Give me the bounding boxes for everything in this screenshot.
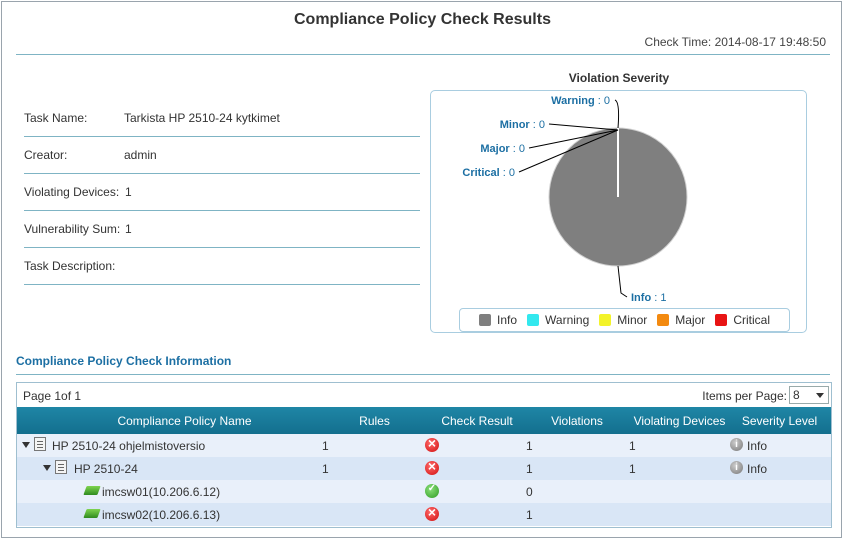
legend-item-minor[interactable]: Minor xyxy=(599,313,647,327)
vulnerability-sum-field: Vulnerability Sum: 1 xyxy=(24,211,420,248)
violations-count: 1 xyxy=(526,462,533,476)
table-row[interactable]: HP 2510-24 ohjelmistoversio 1 1 1 Info xyxy=(17,434,831,457)
legend-item-info[interactable]: Info xyxy=(479,313,517,327)
page-info: Page 1of 1 xyxy=(23,389,82,403)
items-per-page-value: 8 xyxy=(793,388,800,402)
table-header: Compliance Policy Name Rules Check Resul… xyxy=(17,407,831,434)
legend-item-critical[interactable]: Critical xyxy=(715,313,770,327)
creator-label: Creator: xyxy=(24,148,68,162)
device-name: imcsw02(10.206.6.13) xyxy=(102,508,221,522)
column-header-check-result[interactable]: Check Result xyxy=(441,414,513,428)
collapse-arrow-icon[interactable] xyxy=(43,465,51,471)
column-header-name[interactable]: Compliance Policy Name xyxy=(117,414,252,428)
policy-table: Page 1of 1 Items per Page: 8 Compliance … xyxy=(16,382,832,528)
switch-icon xyxy=(83,486,101,495)
pass-icon xyxy=(425,483,439,498)
policy-name: HP 2510-24 xyxy=(74,462,138,476)
severity-level: Info xyxy=(747,439,768,453)
divider xyxy=(16,54,830,55)
legend-label-warning: Warning xyxy=(545,313,590,327)
rules-count: 1 xyxy=(322,439,329,453)
violating-devices-field: Violating Devices: 1 xyxy=(24,174,420,211)
legend-swatch-major xyxy=(657,314,670,326)
switch-icon xyxy=(83,509,101,518)
collapse-arrow-icon[interactable] xyxy=(22,442,30,448)
fail-icon xyxy=(425,504,439,521)
policy-doc-icon xyxy=(34,437,46,451)
violating-devices-count: 1 xyxy=(629,462,636,476)
task-name-field: Task Name: Tarkista HP 2510-24 kytkimet xyxy=(24,100,420,137)
page-title: Compliance Policy Check Results xyxy=(294,11,551,28)
legend-label-info: Info xyxy=(497,313,518,327)
rules-count: 1 xyxy=(322,462,329,476)
policy-doc-icon xyxy=(55,460,67,474)
violations-count: 0 xyxy=(526,485,533,499)
vulnerability-sum-label: Vulnerability Sum: xyxy=(24,222,121,236)
legend-swatch-info xyxy=(479,314,492,326)
table-toolbar: Page 1of 1 Items per Page: 8 xyxy=(17,383,831,407)
legend-label-critical: Critical xyxy=(733,313,770,327)
legend-swatch-warning xyxy=(527,314,540,326)
violations-count: 1 xyxy=(526,508,533,522)
task-name-value: Tarkista HP 2510-24 kytkimet xyxy=(124,111,280,125)
policy-name: HP 2510-24 ohjelmistoversio xyxy=(52,439,206,453)
table-row[interactable]: HP 2510-24 1 1 1 Info xyxy=(17,457,831,480)
column-header-violations[interactable]: Violations xyxy=(551,414,603,428)
violating-devices-value: 1 xyxy=(125,185,132,199)
divider xyxy=(16,374,830,375)
legend-item-warning[interactable]: Warning xyxy=(527,313,589,327)
info-icon xyxy=(730,438,743,451)
check-time-value: 2014-08-17 19:48:50 xyxy=(714,35,826,49)
table-row[interactable]: imcsw01(10.206.6.12) 0 xyxy=(17,480,831,503)
severity-level: Info xyxy=(747,462,768,476)
legend-swatch-minor xyxy=(599,314,612,326)
column-header-rules[interactable]: Rules xyxy=(359,414,390,428)
column-header-violating-devices[interactable]: Violating Devices xyxy=(633,414,726,428)
legend-label-minor: Minor xyxy=(617,313,648,327)
info-icon xyxy=(730,461,743,474)
legend-swatch-critical xyxy=(715,314,728,326)
task-name-label: Task Name: xyxy=(24,111,88,125)
check-time-label: Check Time: xyxy=(644,35,712,49)
fail-icon xyxy=(425,458,439,475)
section-title: Compliance Policy Check Information xyxy=(16,354,232,368)
chart-area xyxy=(430,90,807,333)
legend-item-major[interactable]: Major xyxy=(657,313,705,327)
items-per-page-select[interactable]: 8 xyxy=(789,386,829,404)
device-name: imcsw01(10.206.6.12) xyxy=(102,485,221,499)
check-time: Check Time: 2014-08-17 19:48:50 xyxy=(645,35,826,49)
items-per-page-label: Items per Page: xyxy=(702,389,787,403)
task-description-label: Task Description: xyxy=(24,259,116,273)
table-row[interactable]: imcsw02(10.206.6.13) 1 xyxy=(17,503,831,526)
violating-devices-count: 1 xyxy=(629,439,636,453)
fail-icon xyxy=(425,435,439,452)
chart-title: Violation Severity xyxy=(568,71,670,85)
chart-legend: Info Warning Minor Major Critical xyxy=(459,308,790,332)
legend-label-major: Major xyxy=(675,313,706,327)
creator-field: Creator: admin xyxy=(24,137,420,174)
task-description-field: Task Description: xyxy=(24,248,420,285)
violating-devices-label: Violating Devices: xyxy=(24,185,120,199)
column-header-severity-level[interactable]: Severity Level xyxy=(741,414,818,428)
chevron-down-icon xyxy=(816,393,824,398)
creator-value: admin xyxy=(124,148,157,162)
violations-count: 1 xyxy=(526,439,533,453)
vulnerability-sum-value: 1 xyxy=(125,222,132,236)
